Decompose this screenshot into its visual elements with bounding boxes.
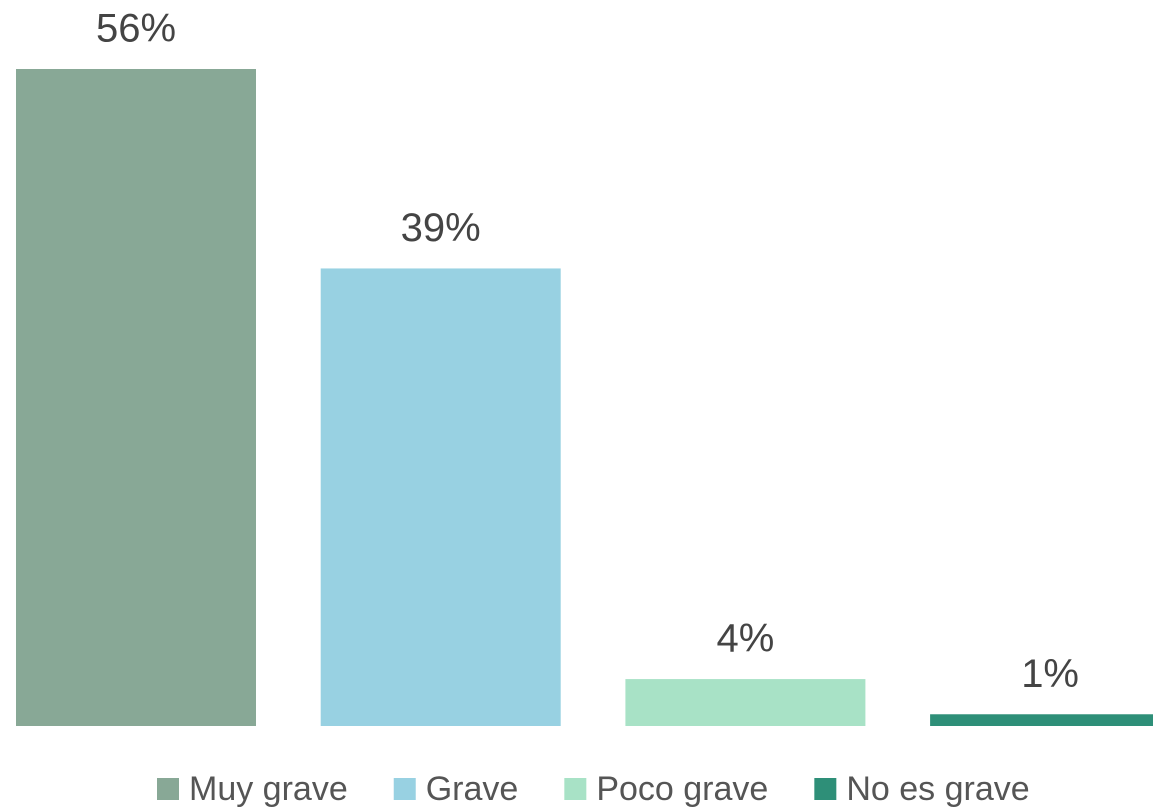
legend-label: Grave (426, 770, 519, 808)
legend-swatch (564, 778, 587, 800)
value-label: 39% (401, 206, 481, 250)
bar (320, 268, 561, 726)
bar (930, 714, 1153, 726)
value-label: 1% (1021, 652, 1079, 696)
legend-label: Muy grave (189, 770, 348, 808)
legend-swatch (393, 778, 416, 800)
legend-swatch (157, 778, 179, 800)
legend-label: No es grave (846, 770, 1029, 808)
value-label: 56% (96, 7, 176, 51)
legend-swatch (814, 778, 837, 800)
bar (625, 679, 866, 726)
value-label: 4% (716, 617, 774, 661)
legend-label: Poco grave (596, 770, 768, 808)
bar (16, 69, 256, 726)
